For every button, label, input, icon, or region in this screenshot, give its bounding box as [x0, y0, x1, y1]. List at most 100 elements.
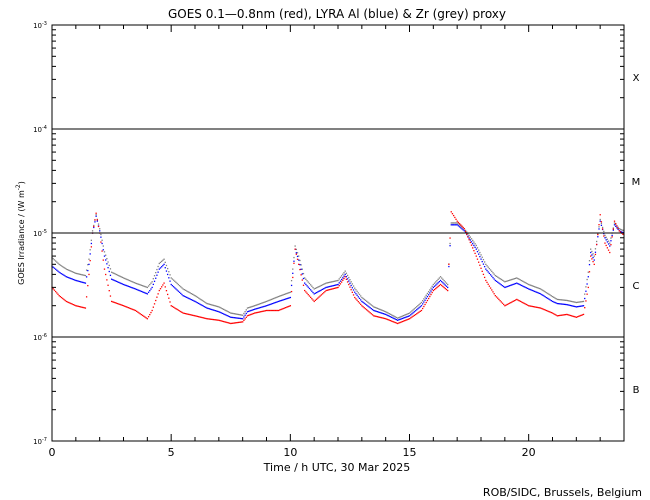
- series-1-point: [606, 241, 609, 243]
- series-2-point: [601, 226, 604, 229]
- series-2-point: [66, 268, 69, 271]
- series-2-point: [574, 301, 576, 303]
- series-0-point: [151, 309, 153, 312]
- series-1-point: [348, 280, 350, 282]
- credit-text: ROB/SIDC, Brussels, Belgium: [483, 486, 642, 499]
- series-2-point: [360, 295, 362, 297]
- series-0-point: [308, 295, 311, 297]
- series-2-point: [379, 308, 381, 310]
- series-0-point: [569, 314, 572, 317]
- series-1-point: [105, 259, 107, 261]
- series-0-point: [366, 309, 368, 311]
- series-0-point: [304, 289, 306, 292]
- series-1-point: [480, 258, 482, 260]
- series-1-point: [244, 314, 246, 316]
- series-1-point: [447, 286, 449, 289]
- series-2-point: [267, 300, 269, 302]
- series-2-point: [570, 300, 573, 303]
- series-0-point: [426, 299, 429, 302]
- series-0-point: [567, 314, 569, 316]
- series-0-point: [295, 253, 297, 255]
- series-2-point: [258, 303, 261, 305]
- series-0-point: [331, 288, 333, 290]
- series-2-point: [424, 296, 426, 298]
- series-2-point: [380, 309, 382, 311]
- series-2-point: [212, 304, 214, 306]
- series-1-point: [161, 266, 163, 268]
- series-0-point: [541, 307, 543, 310]
- series-1-point: [366, 304, 368, 306]
- series-0-point: [351, 291, 353, 293]
- series-1-point: [327, 286, 330, 288]
- series-1-point: [309, 289, 312, 291]
- series-2-point: [567, 300, 569, 302]
- series-2-point: [157, 265, 159, 268]
- series-0-point: [498, 298, 500, 301]
- series-1-point: [476, 251, 479, 253]
- series-0-point: [267, 309, 269, 312]
- series-1-point: [116, 281, 119, 283]
- series-2-point: [412, 309, 414, 311]
- series-1-point: [529, 288, 531, 291]
- series-1-point: [350, 284, 352, 287]
- series-0-point: [530, 305, 532, 307]
- series-1-point: [318, 290, 320, 292]
- series-1-point: [178, 291, 181, 293]
- series-0-point: [432, 289, 435, 292]
- series-1-point: [401, 317, 404, 320]
- series-1-point: [408, 315, 411, 317]
- series-2-point: [475, 244, 477, 247]
- series-2-point: [59, 264, 62, 266]
- series-1-point: [442, 282, 444, 284]
- series-0-point: [84, 307, 87, 309]
- series-0-point: [108, 290, 110, 292]
- series-2-point: [213, 304, 215, 307]
- series-1-point: [264, 305, 267, 307]
- series-0-point: [519, 300, 522, 302]
- series-0-point: [194, 315, 196, 317]
- series-1-point: [140, 290, 143, 293]
- series-2-point: [338, 278, 340, 280]
- series-1-point: [226, 314, 228, 317]
- series-0-point: [183, 312, 185, 315]
- series-2-point: [295, 248, 297, 251]
- series-0-point: [312, 299, 314, 301]
- series-2-point: [457, 223, 460, 225]
- series-0-point: [531, 305, 533, 308]
- series-0-point: [572, 315, 574, 317]
- series-2-point: [280, 295, 282, 297]
- series-1-point: [411, 313, 413, 315]
- series-0-point: [261, 310, 263, 313]
- series-1-point: [78, 280, 81, 283]
- series-1-point: [475, 248, 477, 250]
- series-0-point: [525, 303, 527, 306]
- series-1-point: [497, 281, 499, 283]
- series-0-point: [497, 297, 499, 299]
- x-tick-label: 15: [403, 446, 417, 459]
- series-1-point: [501, 285, 504, 287]
- series-1-point: [268, 304, 270, 306]
- series-2-point: [509, 279, 511, 281]
- series-1-point: [89, 253, 91, 255]
- series-2-point: [452, 222, 455, 224]
- series-0-point: [195, 315, 197, 317]
- series-2-point: [482, 258, 485, 261]
- series-0-point: [307, 293, 309, 296]
- series-1-point: [95, 215, 97, 217]
- series-2-point: [523, 281, 525, 283]
- series-1-point: [158, 268, 160, 270]
- series-0-point: [171, 305, 174, 308]
- series-2-point: [317, 286, 319, 288]
- series-0-point: [587, 286, 589, 289]
- series-0-point: [141, 314, 144, 317]
- series-0-point: [603, 235, 605, 237]
- series-2-point: [557, 298, 560, 301]
- series-1-point: [487, 271, 489, 273]
- series-0-point: [618, 230, 620, 232]
- series-0-point: [166, 293, 169, 296]
- series-2-point: [361, 296, 363, 299]
- series-0-point: [244, 318, 246, 320]
- series-2-point: [89, 249, 91, 251]
- series-0-point: [76, 305, 78, 307]
- series-1-point: [251, 309, 253, 311]
